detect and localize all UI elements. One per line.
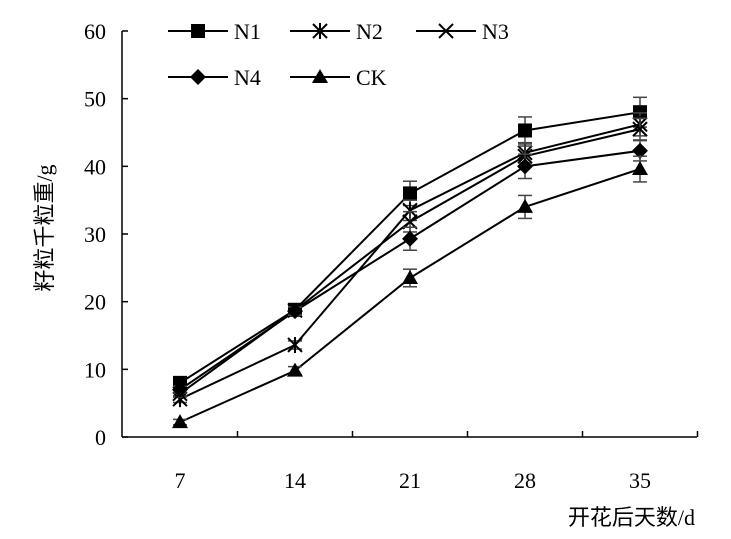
legend-label: N2 <box>356 19 383 44</box>
x-tick-label: 7 <box>175 468 186 493</box>
data-point <box>403 186 417 201</box>
legend-label: N4 <box>234 65 261 90</box>
data-point <box>402 230 418 247</box>
data-point <box>518 123 532 138</box>
y-tick-label: 10 <box>84 357 106 382</box>
legend: N1 N2 N3 N4 CK <box>168 19 509 90</box>
legend-marker <box>312 23 328 39</box>
legend-entry: N2 <box>290 19 383 44</box>
data-point <box>632 161 648 176</box>
legend-marker <box>438 23 454 39</box>
legend-label: N1 <box>234 19 261 44</box>
series-N3 <box>172 117 648 402</box>
series-line <box>179 128 641 395</box>
legend-entry: N1 <box>168 19 261 44</box>
data-point <box>287 303 303 320</box>
legend-label: CK <box>356 65 387 90</box>
x-tick-label: 21 <box>399 468 421 493</box>
series-CK <box>172 155 648 429</box>
data-point <box>287 336 303 353</box>
legend-entry: CK <box>290 65 387 90</box>
x-axis-label: 开花后天数/d <box>568 505 695 530</box>
legend-label: N3 <box>482 19 509 44</box>
legend-entry: N3 <box>416 19 509 44</box>
y-axis-label: 籽粒千粒重/g <box>32 164 57 291</box>
y-tick-label: 60 <box>84 19 106 44</box>
series-N2 <box>172 112 648 408</box>
y-tick-label: 30 <box>84 222 106 247</box>
legend-entry: N4 <box>168 65 261 90</box>
data-point <box>287 362 303 377</box>
y-tick-label: 20 <box>84 290 106 315</box>
series-line <box>179 123 641 401</box>
data-point <box>517 198 533 213</box>
data-point <box>402 269 418 284</box>
y-tick-label: 40 <box>84 154 106 179</box>
x-tick-label: 28 <box>514 468 536 493</box>
plot-area <box>172 96 648 429</box>
data-point <box>172 381 188 398</box>
data-point <box>632 142 648 159</box>
legend-marker <box>191 24 205 38</box>
y-tick-label: 50 <box>84 87 106 112</box>
data-point <box>632 121 648 137</box>
legend-marker <box>190 69 206 85</box>
x-tick-label: 14 <box>284 468 306 493</box>
axes: 0 10 20 30 40 50 60 7 14 21 28 35 <box>84 19 699 493</box>
legend-marker <box>312 69 328 83</box>
data-point <box>517 158 533 175</box>
data-point <box>172 414 188 429</box>
y-tick-label: 0 <box>95 425 106 450</box>
x-tick-label: 35 <box>629 468 651 493</box>
